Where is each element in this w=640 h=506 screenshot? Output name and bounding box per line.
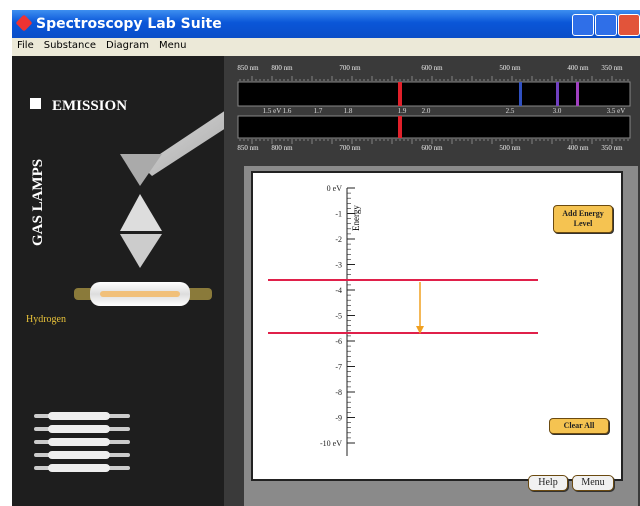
energy-tick-label: -5: [335, 312, 342, 321]
menu-bar: File Substance Diagram Menu: [12, 38, 640, 56]
energy-tick-label: -9: [335, 414, 342, 423]
lamp-icon-tube: [48, 451, 110, 459]
menu-item[interactable]: Diagram: [106, 40, 149, 51]
lamp-icon-tube: [48, 412, 110, 420]
lamp-name: Hydrogen: [26, 314, 66, 325]
emission-checkbox[interactable]: [30, 98, 41, 109]
wavelength-label: 600 nm: [421, 64, 443, 72]
help-button[interactable]: Help: [528, 475, 568, 491]
spectral-line: [398, 116, 402, 138]
energy-tick-label: -6: [335, 337, 342, 346]
menu-item[interactable]: File: [17, 40, 34, 51]
spectrum-scales: 850 nm 850 nm 800 nm 800 nm 700 nm 700 nm 600 …: [237, 64, 629, 152]
wavelength-label: 500 nm: [499, 144, 521, 152]
lamp-icon-tube: [48, 464, 110, 472]
energy-scale-label: 1.6: [283, 107, 292, 115]
energy-scale-label: 2.5: [506, 107, 515, 115]
menu-item[interactable]: Menu: [158, 40, 187, 51]
energy-tick-label: -2: [335, 235, 342, 244]
minimize-button[interactable]: [572, 14, 594, 36]
energy-scale-label: 3.5 eV: [607, 107, 626, 115]
wavelength-label: 400 nm: [567, 144, 589, 152]
wavelength-label: 800 nm: [271, 64, 293, 72]
title-bar: Spectroscopy Lab Suite: [12, 10, 640, 38]
energy-tick-label: -10 eV: [320, 439, 342, 448]
energy-tick-label: -1: [335, 210, 342, 219]
prism: [120, 194, 162, 231]
left-panel: [12, 56, 224, 506]
energy-scale-label: 1.8: [344, 107, 353, 115]
wavelength-label: 800 nm: [271, 144, 293, 152]
wavelength-label: 500 nm: [499, 64, 521, 72]
axis-label: Energy: [351, 205, 361, 231]
energy-tick-label: -4: [335, 286, 342, 295]
wavelength-label: 700 nm: [339, 144, 361, 152]
lamp-list: [34, 412, 130, 472]
menu-item[interactable]: Substance: [43, 40, 97, 51]
wavelength-label: 600 nm: [421, 144, 443, 152]
maximize-button[interactable]: [595, 14, 617, 36]
energy-scale-label: 1.7: [314, 107, 323, 115]
spectral-line: [519, 82, 522, 106]
prism: [120, 154, 162, 186]
arrow-head: [416, 326, 424, 334]
spectrum-bar: [237, 81, 631, 107]
mode-label: EMISSION: [52, 98, 127, 114]
wavelength-label: 700 nm: [339, 64, 361, 72]
wavelength-label: 850 nm: [237, 144, 259, 152]
energy-tick-label: -8: [335, 388, 342, 397]
energy-scale-label: 2.0: [422, 107, 431, 115]
spectral-line: [556, 82, 559, 106]
add-level-button[interactable]: Add Energy Level: [553, 205, 613, 233]
close-button[interactable]: [618, 14, 640, 36]
energy-scale-label: 3.0: [553, 107, 562, 115]
menu-button[interactable]: Menu: [572, 475, 614, 491]
spectral-line: [398, 82, 402, 106]
wavelength-label: 850 nm: [237, 64, 259, 72]
section-label: GAS LAMPS: [30, 159, 46, 246]
energy-scale-label: 1.9: [398, 107, 407, 115]
lamp-icon-tube: [48, 438, 110, 446]
lamp-icon-tube: [48, 425, 110, 433]
energy-tick-label: 0 eV: [327, 184, 343, 193]
spectrum-bar: [237, 115, 631, 139]
lamp-glow: [100, 291, 180, 297]
energy-ticks: 0 eV -1 -2 -3 -4 -5 -6 -7 -8 -9 -10 eV: [320, 184, 355, 448]
wavelength-label: 350 nm: [601, 144, 623, 152]
energy-tick-label: -7: [335, 363, 342, 372]
app-window: Spectroscopy Lab Suite File Substance Diag…: [12, 10, 640, 506]
energy-scale-label: 1.5 eV: [263, 107, 282, 115]
energy-tick-label: -3: [335, 261, 342, 270]
prism: [120, 234, 162, 268]
app-icon: [15, 14, 33, 32]
window-title: Spectroscopy Lab Suite: [36, 16, 222, 32]
spectral-line: [576, 82, 579, 106]
clear-button[interactable]: Clear All: [549, 418, 609, 434]
wavelength-label: 350 nm: [601, 64, 623, 72]
wavelength-label: 400 nm: [567, 64, 589, 72]
